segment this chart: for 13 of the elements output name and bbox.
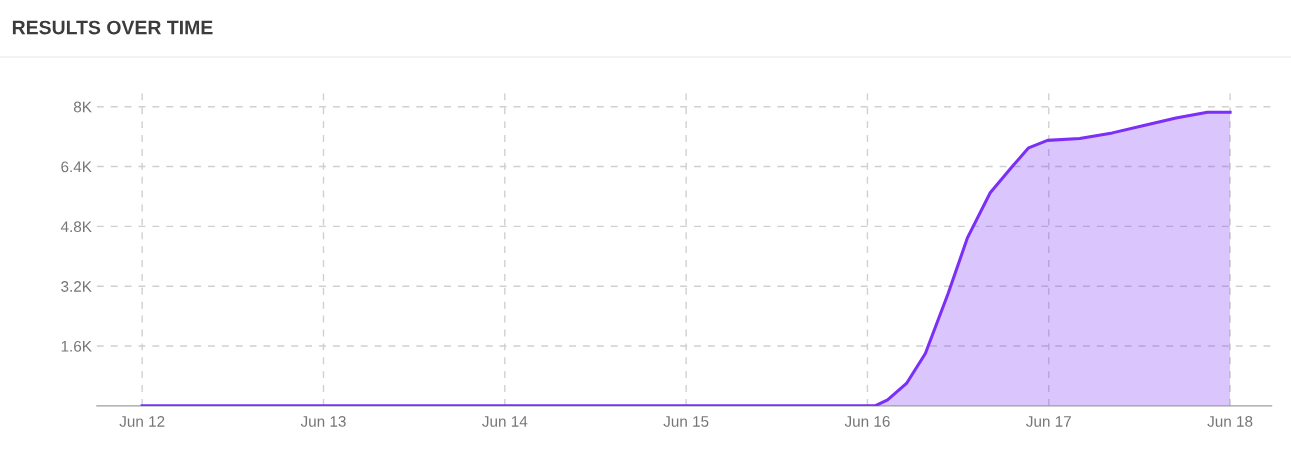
y-tick-label: 4.8K xyxy=(60,221,92,233)
y-tick-label: 3.2K xyxy=(61,281,92,292)
y-tick-label: 8K xyxy=(73,101,92,113)
chart-title: RESULTS OVER TIME xyxy=(12,20,213,35)
x-tick-label: Jun 17 xyxy=(1026,416,1071,427)
x-tick-label: Jun 15 xyxy=(663,416,709,427)
x-tick-label: Jun 16 xyxy=(844,416,890,427)
y-tick-label: 6.4K xyxy=(61,161,92,173)
x-tick-label: Jun 12 xyxy=(119,416,165,427)
x-tick-label: Jun 14 xyxy=(482,416,528,427)
y-tick-label: 1.6K xyxy=(61,340,92,352)
x-tick-label: Jun 18 xyxy=(1207,416,1253,427)
x-tick-label: Jun 13 xyxy=(300,416,346,427)
